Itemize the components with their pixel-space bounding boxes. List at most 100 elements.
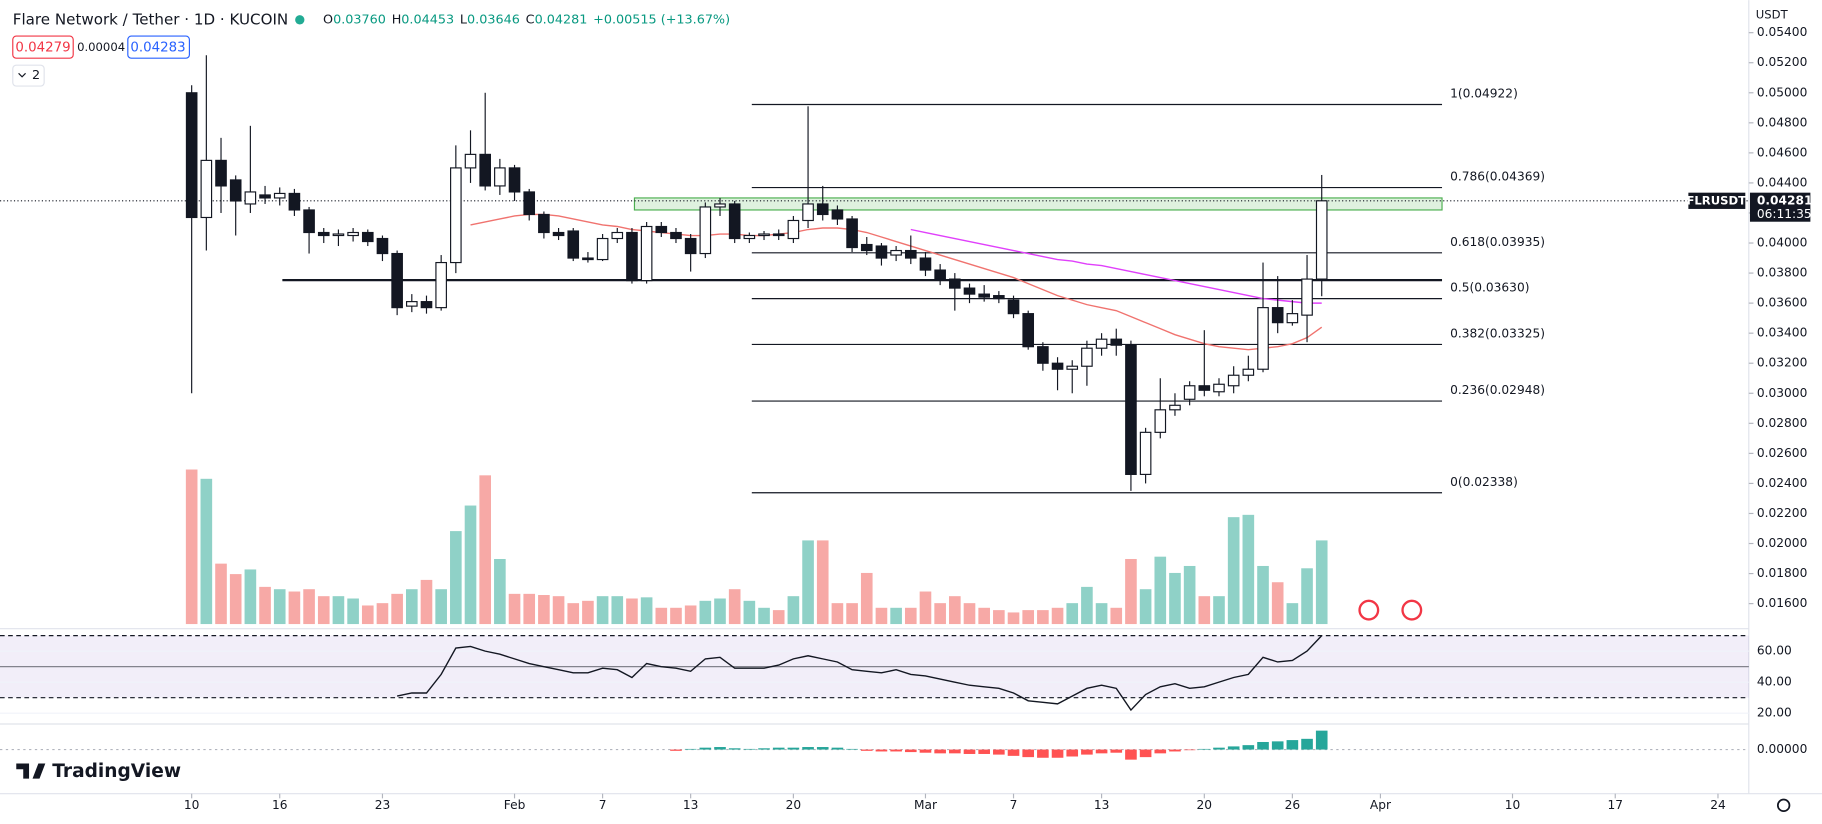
x-tick-label: 13 (1094, 798, 1110, 812)
volume-bar (846, 603, 858, 625)
macd-bar (1110, 749, 1123, 753)
volume-bar (200, 478, 213, 625)
candle-body (1139, 431, 1152, 475)
candle-body (567, 230, 580, 259)
symbol-label: FLRUSDT (1686, 193, 1746, 207)
volume-bar (1154, 556, 1167, 625)
candle-body (640, 225, 653, 282)
macd-bar (1301, 738, 1313, 750)
candle (802, 106, 814, 229)
candle-body (934, 269, 946, 280)
candle (391, 250, 403, 316)
candle (1022, 310, 1035, 350)
candle-body (904, 249, 917, 259)
candle (1286, 300, 1299, 326)
candle (993, 291, 1005, 304)
candle (273, 187, 286, 206)
volume-bar (904, 607, 917, 625)
volume-bar (802, 540, 814, 625)
macd-bar (875, 749, 888, 752)
candle-body (523, 191, 536, 216)
candle (831, 205, 844, 225)
volume-bar (567, 603, 580, 625)
candle-body (244, 191, 257, 205)
candle-body (347, 231, 359, 237)
macd-bar (1007, 749, 1020, 756)
candle (963, 283, 976, 304)
volume-bar (816, 540, 829, 625)
candle-body (259, 194, 271, 199)
macd-bar (993, 749, 1005, 755)
candle-body (626, 231, 638, 282)
settings-icon[interactable] (1776, 798, 1791, 813)
candle (376, 235, 389, 262)
chevron (18, 72, 26, 78)
y-tick-label: 0.02400 (1757, 476, 1807, 490)
symbol-title: Flare Network / Tether · 1D · KUCOIN (13, 10, 288, 28)
volume-bar (787, 596, 800, 625)
ask: 0.04283 (130, 41, 185, 56)
volume-bar (1315, 540, 1328, 625)
volume-bar (494, 558, 506, 625)
y-tick-label: 0.04000 (1757, 236, 1807, 250)
candle-body (273, 192, 286, 199)
volume-bar (978, 607, 990, 625)
volume-bar (1066, 603, 1079, 625)
candle-body (1051, 362, 1064, 370)
macd-bar (1213, 747, 1225, 750)
candle (464, 130, 477, 183)
currency[interactable]: USDT (1756, 8, 1789, 22)
volume-bar (288, 591, 301, 625)
volume-bar (1081, 586, 1093, 625)
macd-bar (758, 748, 770, 750)
candle (1051, 357, 1064, 391)
candle (420, 295, 433, 314)
candle-body (611, 231, 624, 240)
candle-body (464, 153, 477, 169)
macd-bar (1242, 745, 1255, 750)
event-icon[interactable] (1401, 599, 1423, 621)
candle-body (200, 159, 213, 219)
candle-body (391, 252, 403, 309)
x-tick-label: 10 (1505, 798, 1521, 812)
candle-body (1286, 313, 1299, 324)
x-tick-label: 24 (1710, 798, 1726, 812)
volume-bar (244, 569, 257, 625)
candle (508, 164, 521, 201)
candle-body (714, 203, 726, 208)
candle-body (596, 237, 609, 261)
ohlc-key: C (526, 12, 535, 27)
fib-label: 0.618(0.03935) (1450, 235, 1545, 249)
status-dot (295, 15, 305, 25)
volume-bar (1183, 565, 1196, 625)
candle-body (361, 231, 374, 243)
volume-bar (949, 596, 961, 625)
y-tick-label: 0.04400 (1757, 175, 1807, 189)
candle-body (846, 218, 858, 249)
macd-bar (1286, 740, 1299, 750)
candle (567, 228, 580, 262)
volume-bar (772, 610, 785, 625)
volume-bar (1242, 514, 1255, 625)
macd-bar (1066, 749, 1079, 757)
candle (1183, 381, 1196, 406)
bid-box[interactable] (12, 35, 74, 59)
candle (875, 243, 888, 266)
indicators-toggle[interactable] (12, 64, 45, 87)
x-tick-label: 17 (1607, 798, 1623, 812)
macd-bar (714, 747, 726, 750)
volume-bar (582, 600, 594, 625)
macd-bar (1315, 730, 1328, 750)
candle (450, 145, 462, 274)
event-icon[interactable] (1358, 599, 1380, 621)
candle-body (317, 231, 330, 237)
ask-box[interactable] (127, 35, 190, 59)
x-tick-label: 7 (1010, 798, 1018, 812)
candle (846, 215, 858, 253)
candle (1081, 340, 1093, 386)
candle (787, 215, 800, 244)
macd-bar (787, 747, 800, 750)
volume-bar (1037, 610, 1049, 625)
volume-bar (699, 600, 712, 625)
